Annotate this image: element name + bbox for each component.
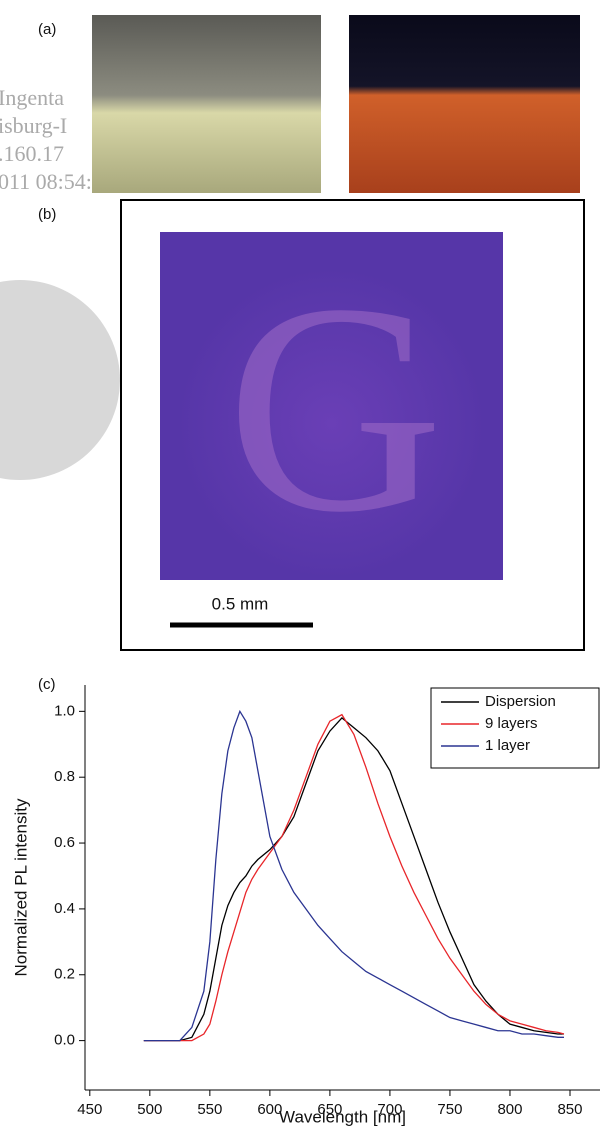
x-tick-label: 700: [377, 1101, 402, 1118]
photo: [92, 15, 321, 193]
x-tick-label: 800: [497, 1101, 522, 1118]
scale-label: 0.5 mm: [212, 594, 269, 613]
y-tick-label: 0.2: [54, 966, 75, 983]
photo: [160, 232, 503, 580]
watermark: .160.17: [0, 141, 64, 166]
x-tick-label: 850: [557, 1101, 582, 1118]
y-tick-label: 0.6: [54, 834, 75, 851]
letter-shape: G: [227, 242, 444, 574]
legend-label: 9 layers: [485, 715, 538, 732]
series-line: [143, 717, 564, 1042]
watermark: isburg-I: [0, 113, 67, 138]
y-tick-label: 1.0: [54, 702, 75, 719]
x-tick-label: 600: [257, 1101, 282, 1118]
panel-label: (c): [38, 676, 56, 693]
x-tick-label: 650: [317, 1101, 342, 1118]
panel-label: (b): [38, 206, 56, 223]
legend-label: Dispersion: [485, 693, 556, 710]
x-tick-label: 550: [197, 1101, 222, 1118]
series-line: [143, 713, 565, 1042]
x-tick-label: 450: [77, 1101, 102, 1118]
y-tick-label: 0.0: [54, 1032, 75, 1049]
legend-label: 1 layer: [485, 737, 530, 754]
y-tick-label: 0.4: [54, 900, 75, 917]
x-tick-label: 750: [437, 1101, 462, 1118]
x-axis-label: Wavelength [nm]: [279, 1107, 406, 1126]
panel-label: (a): [38, 21, 56, 38]
photo: [349, 15, 580, 193]
watermark: Ingenta: [0, 85, 64, 110]
y-axis-label: Normalized PL intensity: [11, 798, 30, 976]
x-tick-label: 500: [137, 1101, 162, 1118]
y-tick-label: 0.8: [54, 768, 75, 785]
watermark-logo: [0, 280, 120, 480]
series-line: [143, 709, 564, 1042]
